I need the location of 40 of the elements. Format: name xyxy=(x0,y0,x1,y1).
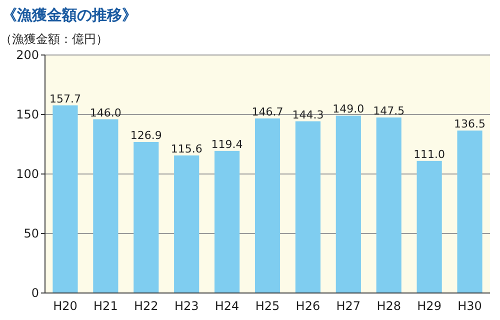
bar xyxy=(93,119,118,293)
bar xyxy=(174,155,200,293)
y-tick-label: 200 xyxy=(16,48,39,62)
data-label: 149.0 xyxy=(332,102,364,116)
data-label: 119.4 xyxy=(211,138,243,151)
x-tick-label: H29 xyxy=(417,299,442,313)
data-label: 115.6 xyxy=(170,142,202,156)
x-tick-label: H23 xyxy=(174,299,199,313)
x-tick-label: H27 xyxy=(336,299,361,313)
x-tick-label: H25 xyxy=(255,299,280,313)
chart-subtitle: （漁獲金額：億円） xyxy=(0,32,108,46)
bar xyxy=(376,117,402,293)
x-tick-label: H21 xyxy=(94,299,118,313)
y-tick-label: 150 xyxy=(16,108,39,122)
bar xyxy=(254,118,280,293)
data-label: 147.5 xyxy=(373,104,405,118)
bar xyxy=(457,130,482,293)
y-tick-label: 50 xyxy=(24,226,39,240)
data-label: 144.3 xyxy=(292,108,324,122)
x-tick-label: H26 xyxy=(296,299,320,313)
x-tick-label: H30 xyxy=(458,299,482,313)
x-tick-label: H20 xyxy=(53,299,78,313)
y-tick-label: 0 xyxy=(31,286,39,300)
data-label: 157.7 xyxy=(49,92,81,106)
bar xyxy=(214,150,240,293)
data-label: 111.0 xyxy=(414,148,446,161)
bar xyxy=(52,105,78,293)
x-tick-label: H22 xyxy=(134,299,158,313)
data-label: 136.5 xyxy=(454,118,486,131)
bar xyxy=(336,116,361,293)
data-label: 126.9 xyxy=(130,128,162,142)
x-tick-label: H28 xyxy=(376,299,402,313)
bar xyxy=(134,142,159,293)
bar xyxy=(416,160,442,293)
data-label: 146.0 xyxy=(90,106,122,120)
bar xyxy=(295,121,320,293)
chart-title: 《漁獲金額の推移》 xyxy=(2,6,137,24)
y-tick-label: 100 xyxy=(16,167,39,181)
data-label: 146.7 xyxy=(252,105,284,118)
x-tick-label: H24 xyxy=(214,299,240,313)
